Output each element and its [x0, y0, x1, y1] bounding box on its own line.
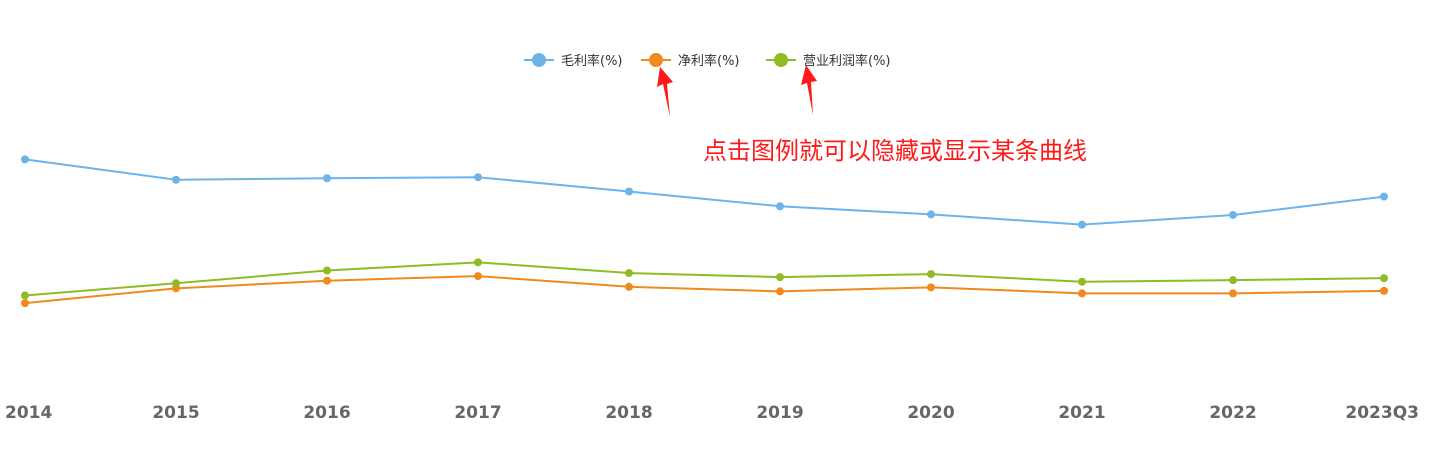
series-line-3	[24, 261, 1385, 297]
legend-marker-icon	[649, 53, 663, 67]
legend-marker-icon	[774, 53, 788, 67]
data-point-3-2016[interactable]	[323, 266, 331, 275]
data-point-2-2023Q3[interactable]	[1380, 286, 1388, 295]
data-point-3-2018[interactable]	[625, 269, 633, 278]
legend-item-1[interactable]: 毛利率(%)	[524, 53, 623, 69]
data-point-2-2022[interactable]	[1229, 289, 1237, 298]
data-point-3-2019[interactable]	[776, 273, 784, 282]
legend-label: 净利率(%)	[678, 53, 740, 69]
x-tick-label-2015: 2015	[152, 403, 199, 423]
data-point-2-2018[interactable]	[625, 282, 633, 291]
legend-item-3[interactable]: 营业利润率(%)	[766, 53, 891, 69]
data-point-1-2023Q3[interactable]	[1380, 192, 1388, 201]
annotation-arrow-2	[801, 65, 817, 115]
series-2	[21, 272, 1388, 308]
x-tick-label-2020: 2020	[907, 403, 954, 423]
x-tick-label-2022: 2022	[1209, 403, 1256, 423]
x-tick-label-2018: 2018	[605, 403, 652, 423]
annotation-arrow-1	[657, 67, 673, 117]
legend-marker-icon	[532, 53, 546, 67]
legend-label: 营业利润率(%)	[803, 53, 891, 69]
x-tick-label-2017: 2017	[454, 403, 501, 423]
x-tick-label-2023Q3: 2023Q3	[1345, 403, 1419, 423]
data-point-2-2014[interactable]	[21, 299, 29, 308]
data-point-3-2015[interactable]	[172, 279, 180, 288]
series-layer	[21, 155, 1388, 308]
data-point-2-2019[interactable]	[776, 287, 784, 296]
data-point-3-2017[interactable]	[474, 258, 482, 267]
data-point-2-2021[interactable]	[1078, 289, 1086, 298]
data-point-1-2016[interactable]	[323, 174, 331, 183]
series-line-2	[24, 275, 1385, 305]
data-point-1-2014[interactable]	[21, 155, 29, 164]
x-tick-label-2014: 2014	[5, 403, 52, 423]
x-tick-label-2016: 2016	[303, 403, 350, 423]
data-point-3-2014[interactable]	[21, 291, 29, 300]
x-axis: 2014 2015 2016 2017 2018 2019 2020 2021 2022 2023…	[5, 403, 1419, 423]
data-point-3-2021[interactable]	[1078, 277, 1086, 286]
data-point-2-2020[interactable]	[927, 283, 935, 292]
data-point-1-2019[interactable]	[776, 202, 784, 211]
series-line-1	[24, 158, 1385, 226]
data-point-1-2018[interactable]	[625, 187, 633, 196]
annotation-note: 点击图例就可以隐藏或显示某条曲线	[703, 137, 1087, 165]
series-3	[21, 258, 1388, 300]
legend-label: 毛利率(%)	[561, 53, 623, 69]
series-1	[21, 155, 1388, 229]
data-point-3-2023Q3[interactable]	[1380, 274, 1388, 283]
x-tick-label-2021: 2021	[1058, 403, 1105, 423]
data-point-1-2017[interactable]	[474, 173, 482, 182]
data-point-1-2020[interactable]	[927, 210, 935, 219]
data-point-1-2022[interactable]	[1229, 210, 1237, 219]
data-point-2-2017[interactable]	[474, 272, 482, 281]
chart-legend[interactable]: 毛利率(%) 净利率(%) 营业利润率(%)	[524, 53, 891, 69]
x-tick-label-2019: 2019	[756, 403, 803, 423]
data-point-2-2016[interactable]	[323, 276, 331, 285]
data-point-1-2021[interactable]	[1078, 220, 1086, 229]
data-point-3-2022[interactable]	[1229, 276, 1237, 285]
data-point-1-2015[interactable]	[172, 175, 180, 184]
legend-item-2[interactable]: 净利率(%)	[641, 53, 740, 69]
annotation-layer: 点击图例就可以隐藏或显示某条曲线	[657, 65, 1087, 165]
data-point-3-2020[interactable]	[927, 270, 935, 279]
